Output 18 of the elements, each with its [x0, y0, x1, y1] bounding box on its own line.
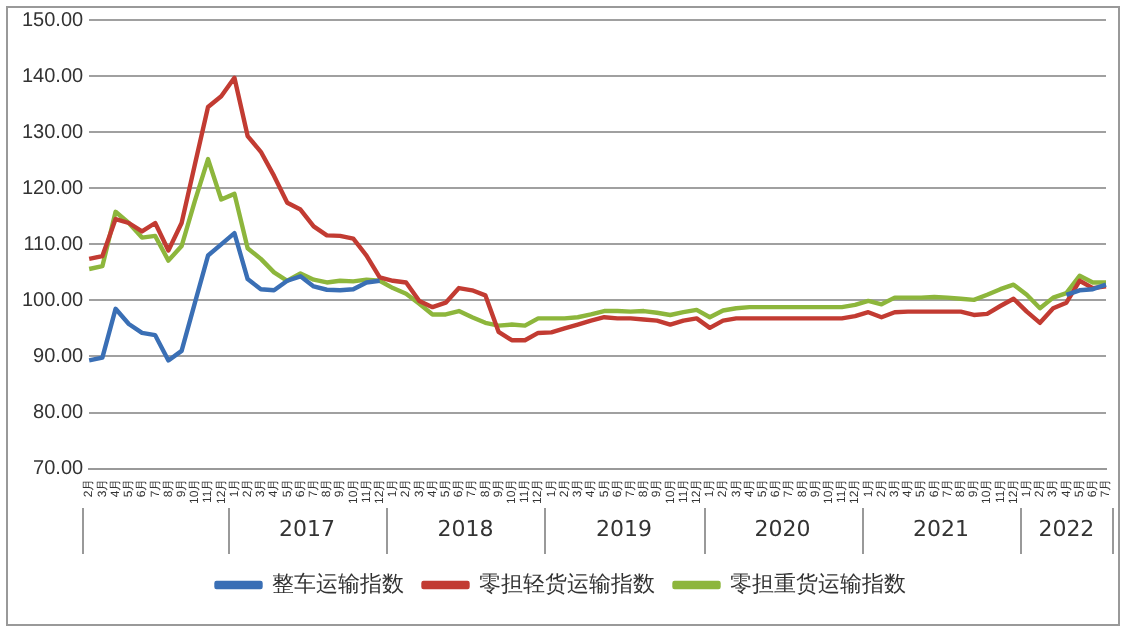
y-tick-label: 90.00: [33, 345, 85, 368]
text: 2017: [279, 515, 336, 542]
y-tick-label: 110.00: [23, 233, 85, 256]
y-tick-label: 130.00: [21, 121, 85, 144]
legend-label: 整车运输指数: [271, 570, 404, 597]
y-tick-label: 140.00: [21, 65, 85, 88]
legend-label: 零担轻货运输指数: [478, 570, 655, 597]
y-tick-label: 80.00: [33, 402, 85, 425]
text: 2022: [1038, 515, 1095, 542]
text: 2018: [437, 515, 494, 542]
y-tick-label: 120.00: [21, 177, 85, 200]
y-tick-label: 100.00: [21, 289, 85, 312]
text: 2020: [754, 515, 811, 542]
text: 2019: [596, 515, 652, 542]
y-tick-label: 150.00: [21, 9, 85, 32]
y-tick-label: 70.00: [33, 458, 85, 481]
text: 2021: [912, 515, 969, 542]
legend-label: 零担重货运输指数: [729, 570, 906, 597]
